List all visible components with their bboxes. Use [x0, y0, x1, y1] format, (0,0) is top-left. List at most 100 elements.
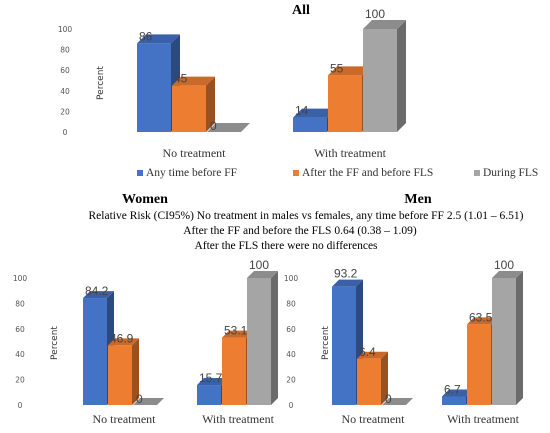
- bar-front: [357, 358, 381, 405]
- women-data-label: 15.7: [199, 371, 223, 385]
- relative-risk-note: Relative Risk (CI95%) No treatment in ma…: [89, 210, 524, 222]
- women-data-label: 53.1: [224, 324, 248, 338]
- bar-top: [332, 279, 363, 287]
- women-y-tick-label: 60: [15, 325, 25, 334]
- men-data-label: 63.5: [469, 310, 493, 324]
- bar-front: [137, 43, 171, 132]
- men-bar-no-treatment-after-the-ff-and-before-fls: [357, 351, 388, 405]
- chart-men: 100 80 60 40 20 0 Percent 93.2 6.4 0 No treatment 6…: [284, 258, 523, 426]
- men-y-axis-label: Percent: [321, 326, 331, 360]
- bar-front: [442, 396, 466, 405]
- legend-label-during-fls: During FLS: [483, 167, 538, 179]
- all-data-label: 100: [365, 7, 385, 21]
- legend-label-after-ff-before-fls: After the FF and before FLS: [302, 167, 433, 179]
- bar-side: [516, 271, 523, 405]
- bar-top: [442, 389, 473, 397]
- women-y-tick-label: 20: [15, 376, 25, 385]
- bar-top: [293, 108, 336, 118]
- relative-risk-note-after-fls: After the FLS there were no differences: [194, 240, 378, 252]
- all-data-label: 45: [174, 72, 188, 86]
- men-y-tick-label: 80: [286, 299, 296, 308]
- all-data-label: 55: [330, 61, 344, 75]
- women-category-label: No treatment: [93, 412, 157, 426]
- legend-swatch-during-fls: [474, 170, 480, 176]
- women-bar-no-treatment-during-fls: [133, 398, 164, 405]
- legend-label-any-time-before-ff: Any time before FF: [146, 167, 237, 179]
- all-y-tick-label: 80: [60, 46, 70, 55]
- bar-top: [363, 20, 406, 29]
- all-data-label: 86: [139, 29, 153, 43]
- all-y-axis-label: Percent: [96, 66, 106, 100]
- bar-side: [132, 338, 139, 405]
- men-data-label: 100: [494, 258, 514, 272]
- all-bar-no-treatment-during-fls: [207, 123, 250, 132]
- bar-top: [83, 291, 114, 299]
- bar-side: [206, 76, 215, 132]
- bar-top: [492, 271, 523, 278]
- bar-top: [247, 271, 278, 278]
- all-bar-with-treatment-during-fls: [363, 20, 406, 132]
- bar-front: [332, 286, 356, 405]
- women-bar-no-treatment-after-the-ff-and-before-fls: [108, 338, 139, 405]
- women-data-label: 100: [249, 258, 269, 272]
- bar-top: [222, 330, 253, 338]
- bar-front: [197, 385, 221, 405]
- women-y-tick-label: 0: [18, 401, 23, 410]
- women-data-label: 46.9: [110, 331, 134, 345]
- chart-women: 100 80 60 40 20 0 Percent 84.2 46.9 0 No treatment…: [13, 258, 278, 426]
- bar-top: [108, 338, 139, 346]
- men-y-tick-label: 20: [286, 376, 296, 385]
- legend: Any time before FF After the FF and befo…: [137, 167, 538, 179]
- women-data-label: 84.2: [85, 284, 109, 298]
- men-data-label: 6.4: [359, 345, 376, 359]
- bar-front: [222, 337, 246, 405]
- bar-front: [108, 345, 132, 405]
- women-bar-with-treatment-during-fls: [247, 271, 278, 405]
- women-y-axis-label: Percent: [50, 326, 60, 360]
- women-y-tick-label: 80: [15, 299, 25, 308]
- bar-top: [328, 66, 371, 76]
- all-y-tick-label: 100: [58, 25, 73, 34]
- chart-all-title: All: [292, 3, 310, 18]
- bar-front: [247, 278, 271, 405]
- women-category-label: With treatment: [202, 412, 274, 426]
- all-y-tick-label: 20: [60, 107, 70, 116]
- bar-front: [467, 324, 491, 405]
- bar-front: [363, 29, 397, 132]
- legend-swatch-any-time-before-ff: [137, 170, 143, 176]
- chart-all: 100 80 60 40 20 0 Percent 86 45 0 No treatment 14 55…: [58, 7, 406, 160]
- bar-top: [382, 398, 413, 405]
- men-category-label: No treatment: [342, 412, 406, 426]
- men-category-label: With treatment: [447, 412, 519, 426]
- bar-front: [83, 298, 107, 405]
- bar-top: [137, 34, 180, 44]
- men-data-label: 93.2: [334, 267, 358, 281]
- men-y-tick-label: 100: [284, 274, 299, 283]
- relative-risk-note-after-ff: After the FF and before the FLS 0.64 (0.…: [183, 225, 417, 237]
- bar-front: [293, 117, 327, 132]
- bar-side: [381, 351, 388, 405]
- bar-front: [328, 75, 362, 132]
- bar-front: [492, 278, 516, 405]
- bar-front: [172, 85, 206, 132]
- chart-women-title: Women: [122, 192, 168, 207]
- men-data-label: 0: [385, 392, 392, 406]
- men-y-tick-label: 0: [289, 401, 294, 410]
- bar-side: [397, 20, 406, 132]
- all-data-label: 0: [210, 119, 217, 133]
- bar-top: [357, 351, 388, 359]
- bar-top: [172, 76, 215, 86]
- all-y-tick-label: 40: [60, 87, 70, 96]
- all-category-label: No treatment: [163, 146, 227, 160]
- bar-top: [133, 398, 164, 405]
- all-y-tick-label: 0: [63, 128, 68, 137]
- bar-top: [207, 123, 250, 132]
- men-y-tick-label: 40: [286, 350, 296, 359]
- all-bar-no-treatment-after-the-ff-and-before-fls: [172, 76, 215, 132]
- women-y-tick-label: 100: [13, 274, 28, 283]
- men-bar-no-treatment-during-fls: [382, 398, 413, 405]
- women-y-tick-label: 40: [15, 350, 25, 359]
- all-y-tick-label: 60: [60, 66, 70, 75]
- bar-top: [197, 378, 228, 386]
